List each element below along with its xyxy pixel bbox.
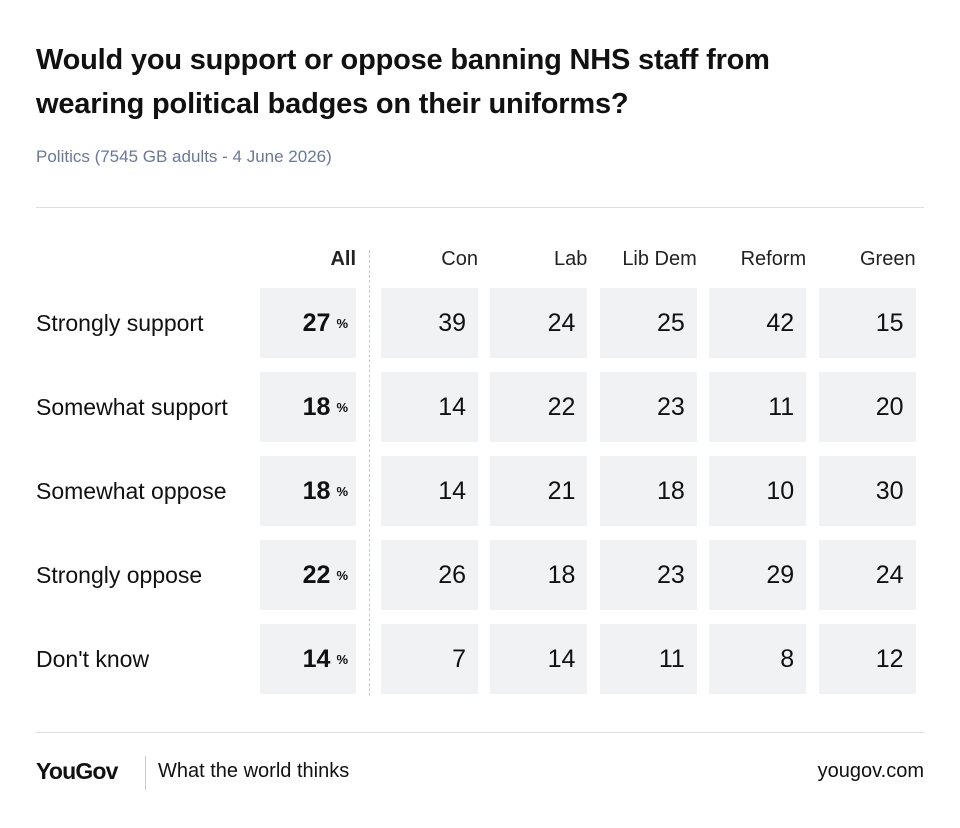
unit: %: [336, 315, 348, 331]
column-header: Con: [441, 248, 478, 270]
row-label: Strongly support: [36, 310, 204, 336]
cell: 14%: [260, 624, 356, 694]
cell-value: 25: [656, 308, 685, 337]
cell-value: 39: [438, 308, 466, 337]
cell: 18: [599, 456, 697, 526]
divider-bottom: [36, 732, 924, 733]
brand-separator: [145, 756, 146, 790]
column-header: Lib Dem: [622, 248, 697, 270]
cell: 14: [381, 372, 478, 442]
cell: 24: [818, 540, 916, 610]
cell-value: 26: [438, 560, 466, 589]
cell-value: 27: [302, 308, 331, 337]
cell-value: 42: [766, 308, 795, 337]
cell-value: 7: [452, 644, 466, 673]
cell-value: 29: [766, 560, 795, 589]
column-header: All: [330, 248, 356, 270]
cell: 11: [599, 624, 697, 694]
cell: 20: [818, 372, 916, 442]
cell-value: 18: [302, 476, 331, 505]
cell: 12: [818, 624, 916, 694]
cell-value: 11: [658, 644, 685, 673]
cell: 24: [490, 288, 588, 358]
unit: %: [336, 399, 348, 415]
cell-value: 18: [656, 476, 685, 505]
url[interactable]: yougov.com: [817, 760, 924, 782]
cell: 18: [490, 540, 588, 610]
cell: 23: [599, 372, 697, 442]
row-label: Somewhat oppose: [36, 478, 227, 504]
cell: 25: [599, 288, 697, 358]
divider-top: [36, 207, 924, 208]
cell: 18%: [260, 456, 356, 526]
cell: 39: [381, 288, 478, 358]
unit: %: [336, 651, 348, 667]
unit: %: [336, 483, 348, 499]
cell-value: 24: [547, 308, 576, 337]
cell-value: 23: [656, 560, 685, 589]
column-divider: [369, 250, 370, 696]
cell-value: 8: [780, 644, 795, 673]
cell: 42: [709, 288, 807, 358]
cell-value: 22: [547, 392, 576, 421]
cell: 22%: [260, 540, 356, 610]
cell: 26: [381, 540, 478, 610]
column-header: Green: [860, 248, 916, 270]
row-label: Strongly oppose: [36, 562, 203, 588]
cell-value: 14: [438, 392, 466, 421]
tagline: What the world thinks: [158, 760, 350, 782]
cell-value: 18: [302, 392, 331, 421]
column-header: Reform: [740, 248, 807, 270]
cell: 14: [490, 624, 588, 694]
cell: 23: [599, 540, 697, 610]
cell-value: 21: [547, 476, 576, 505]
cell: 15: [818, 288, 916, 358]
cell: 21: [490, 456, 588, 526]
row-label: Somewhat support: [36, 394, 228, 420]
cell-value: 23: [656, 392, 685, 421]
cell: 18%: [260, 372, 356, 442]
title: Would you support or oppose banning NHS …: [36, 44, 770, 120]
cell-value: 30: [875, 476, 904, 505]
cell-value: 14: [547, 644, 576, 673]
cell: 29: [709, 540, 807, 610]
cell: 22: [490, 372, 588, 442]
brand: YouGov: [36, 758, 118, 784]
subtitle: Politics (7545 GB adults - 4 June 2026): [36, 147, 332, 166]
unit: %: [336, 567, 348, 583]
cell: 8: [709, 624, 807, 694]
cell-value: 14: [438, 476, 466, 505]
cell-value: 20: [875, 392, 904, 421]
column-header: Lab: [554, 248, 588, 270]
cell: 7: [381, 624, 478, 694]
cell: 14: [381, 456, 478, 526]
cell-value: 14: [302, 644, 331, 673]
cell-value: 12: [875, 644, 904, 673]
cell: 27%: [260, 288, 356, 358]
row-label: Don't know: [36, 646, 150, 672]
cell-value: 11: [768, 392, 795, 421]
cell: 30: [818, 456, 916, 526]
cell-value: 24: [875, 560, 904, 589]
cell: 11: [709, 372, 807, 442]
cell-value: 22: [302, 560, 331, 589]
cell-value: 18: [547, 560, 576, 589]
cell-value: 15: [875, 308, 904, 337]
cell: 10: [709, 456, 807, 526]
cell-value: 10: [766, 476, 795, 505]
